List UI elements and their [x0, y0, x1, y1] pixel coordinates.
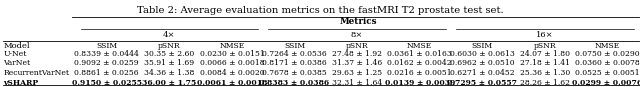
Text: SSIM: SSIM — [284, 42, 305, 50]
Text: pSNR: pSNR — [534, 42, 556, 50]
Text: 24.07 ± 1.80: 24.07 ± 1.80 — [520, 50, 570, 58]
Text: U-Net: U-Net — [3, 50, 27, 58]
Text: 8×: 8× — [351, 31, 364, 39]
Text: 0.0139 ± 0.0039: 0.0139 ± 0.0039 — [385, 79, 455, 87]
Text: NMSE: NMSE — [407, 42, 433, 50]
Text: 30.35 ± 2.60: 30.35 ± 2.60 — [144, 50, 195, 58]
Text: 27.18 ± 1.41: 27.18 ± 1.41 — [520, 59, 570, 67]
Text: 0.9092 ± 0.0259: 0.9092 ± 0.0259 — [74, 59, 139, 67]
Text: Model: Model — [3, 42, 30, 50]
Text: 0.0361 ± 0.0163: 0.0361 ± 0.0163 — [387, 50, 452, 58]
Text: 36.00 ± 1.75: 36.00 ± 1.75 — [142, 79, 196, 87]
Text: 0.7678 ± 0.0385: 0.7678 ± 0.0385 — [262, 69, 327, 77]
Text: 0.9150 ± 0.0255: 0.9150 ± 0.0255 — [72, 79, 142, 87]
Text: 0.8339 ± 0.0444: 0.8339 ± 0.0444 — [74, 50, 140, 58]
Text: 0.0299 ± 0.0076: 0.0299 ± 0.0076 — [572, 79, 640, 87]
Text: 35.91 ± 1.69: 35.91 ± 1.69 — [145, 59, 195, 67]
Text: pSNR: pSNR — [346, 42, 369, 50]
Text: pSNR: pSNR — [158, 42, 180, 50]
Text: 25.36 ± 1.30: 25.36 ± 1.30 — [520, 69, 570, 77]
Text: 0.0066 ± 0.0018: 0.0066 ± 0.0018 — [200, 59, 264, 67]
Text: 27.48 ± 1.92: 27.48 ± 1.92 — [332, 50, 382, 58]
Text: VarNet: VarNet — [3, 59, 30, 67]
Text: 0.8171 ± 0.0386: 0.8171 ± 0.0386 — [262, 59, 327, 67]
Text: 0.0750 ± 0.0290: 0.0750 ± 0.0290 — [575, 50, 640, 58]
Text: 0.0162 ± 0.0042: 0.0162 ± 0.0042 — [387, 59, 452, 67]
Text: 0.7264 ± 0.0536: 0.7264 ± 0.0536 — [262, 50, 327, 58]
Text: SSIM: SSIM — [96, 42, 117, 50]
Text: 0.8861 ± 0.0256: 0.8861 ± 0.0256 — [74, 69, 139, 77]
Text: 0.0360 ± 0.0078: 0.0360 ± 0.0078 — [575, 59, 640, 67]
Text: 28.26 ± 1.62: 28.26 ± 1.62 — [520, 79, 570, 87]
Text: 0.0216 ± 0.0051: 0.0216 ± 0.0051 — [387, 69, 452, 77]
Text: 0.0061 ± 0.0018: 0.0061 ± 0.0018 — [196, 79, 267, 87]
Text: 0.6271 ± 0.0452: 0.6271 ± 0.0452 — [450, 69, 515, 77]
Text: 32.31 ± 1.64: 32.31 ± 1.64 — [332, 79, 382, 87]
Text: 0.8383 ± 0.0386: 0.8383 ± 0.0386 — [259, 79, 330, 87]
Text: NMSE: NMSE — [220, 42, 244, 50]
Text: Table 2: Average evaluation metrics on the fastMRI T2 prostate test set.: Table 2: Average evaluation metrics on t… — [137, 6, 503, 15]
Text: 0.0084 ± 0.0020: 0.0084 ± 0.0020 — [200, 69, 264, 77]
Text: 29.63 ± 1.25: 29.63 ± 1.25 — [332, 69, 382, 77]
Text: 0.6962 ± 0.0510: 0.6962 ± 0.0510 — [450, 59, 515, 67]
Text: Metrics: Metrics — [340, 17, 377, 26]
Text: NMSE: NMSE — [595, 42, 620, 50]
Text: 0.0525 ± 0.0051: 0.0525 ± 0.0051 — [575, 69, 640, 77]
Text: vSHARP: vSHARP — [3, 79, 38, 87]
Text: 0.6030 ± 0.0613: 0.6030 ± 0.0613 — [450, 50, 515, 58]
Text: RecurrentVarNet: RecurrentVarNet — [3, 69, 69, 77]
Text: 16×: 16× — [536, 31, 554, 39]
Text: 34.36 ± 1.38: 34.36 ± 1.38 — [144, 69, 195, 77]
Text: 31.37 ± 1.46: 31.37 ± 1.46 — [332, 59, 382, 67]
Text: 0.0230 ± 0.0151: 0.0230 ± 0.0151 — [200, 50, 264, 58]
Text: 0.7295 ± 0.0557: 0.7295 ± 0.0557 — [447, 79, 517, 87]
Text: SSIM: SSIM — [472, 42, 493, 50]
Text: 4×: 4× — [163, 31, 175, 39]
